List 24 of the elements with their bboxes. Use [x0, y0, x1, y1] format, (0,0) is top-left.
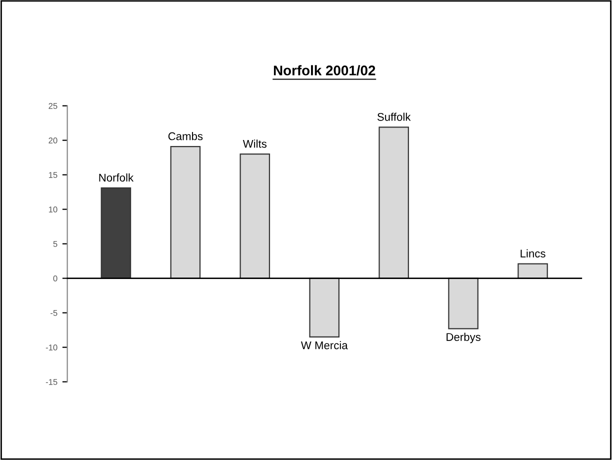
y-tick-label: 10 [48, 206, 58, 212]
y-tick-label: 5 [53, 241, 58, 247]
bar [240, 154, 270, 279]
x-tick-label: Norfolk [99, 173, 134, 182]
x-tick-label: Suffolk [377, 112, 411, 121]
x-tick-label: Derbys [446, 332, 480, 344]
bar [448, 278, 478, 330]
chart-title: Norfolk 2001/02 [274, 65, 376, 76]
x-tick-label: W Mercia [300, 341, 348, 350]
bar [378, 126, 409, 279]
y-tick-label: 25 [48, 103, 58, 109]
bar [100, 187, 132, 279]
y-tick-label: 15 [48, 172, 58, 178]
y-tick-label: -5 [50, 310, 58, 316]
y-tick-label: 20 [48, 138, 58, 144]
bar [309, 278, 340, 338]
x-tick-label: Lincs [520, 249, 546, 258]
y-tick-label: -15 [46, 379, 58, 385]
x-tick-label: Wilts [242, 140, 267, 148]
bar [170, 146, 201, 279]
y-tick-label: -10 [46, 344, 58, 350]
x-tick-label: Cambs [168, 132, 203, 140]
bar [518, 263, 548, 279]
y-tick-label: 0 [53, 276, 58, 282]
